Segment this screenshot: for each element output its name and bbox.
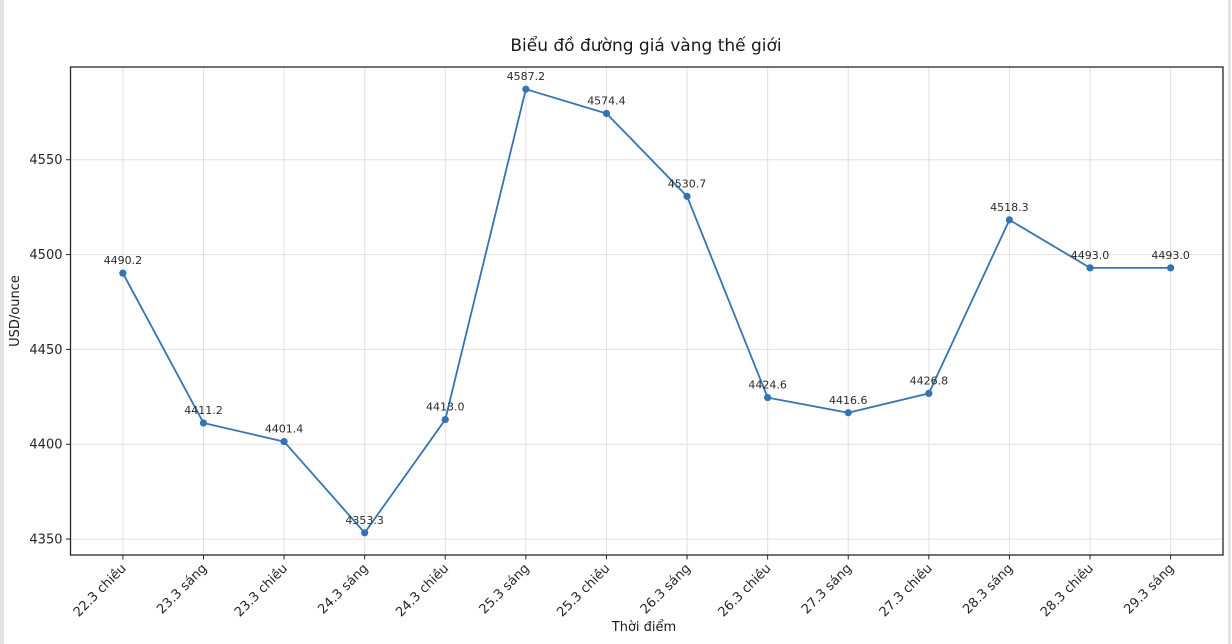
data-point <box>844 409 852 417</box>
data-point-label: 4411.2 <box>184 404 223 417</box>
y-tick-label: 4550 <box>29 153 62 168</box>
data-point-label: 4426.8 <box>910 374 949 387</box>
data-point <box>1167 264 1175 272</box>
price-line <box>121 88 1172 534</box>
data-point <box>361 529 369 537</box>
data-point-label: 4530.7 <box>668 177 707 190</box>
x-tick-label: 22.3 chiều <box>71 561 130 620</box>
data-point <box>764 393 772 402</box>
axes-spine <box>69 66 1224 556</box>
data-point-label: 4574.4 <box>587 94 626 107</box>
data-point-label: 4353.3 <box>345 514 384 527</box>
x-tick-label: 27.3 chiều <box>877 561 936 620</box>
data-point-label: 4518.3 <box>990 201 1029 214</box>
data-point <box>119 269 127 277</box>
x-tick-label: 29.3 sáng <box>1121 561 1177 617</box>
x-tick-label: 23.3 sáng <box>154 561 210 617</box>
data-point <box>925 389 933 398</box>
x-tick-label: 26.3 sáng <box>638 561 694 617</box>
line-series <box>119 85 1175 537</box>
data-point-label: 4416.6 <box>829 394 868 407</box>
data-point <box>602 109 611 118</box>
grid-layer <box>70 67 1223 555</box>
data-point <box>199 419 208 427</box>
x-tick-label: 23.3 chiều <box>232 561 291 620</box>
data-point <box>683 192 691 200</box>
x-tick-label: 24.3 sáng <box>315 561 371 617</box>
x-tick-label: 28.3 sáng <box>960 561 1016 617</box>
x-tick-label: 27.3 sáng <box>799 561 855 617</box>
data-point-label: 4490.2 <box>104 254 143 267</box>
data-point <box>441 415 449 424</box>
x-axis-label: Thời điểm <box>611 620 676 635</box>
window-border-right <box>1228 0 1231 644</box>
data-point-label: 4424.6 <box>748 379 787 392</box>
y-axis-label: USD/ounce <box>8 275 23 347</box>
window-border-left <box>0 0 4 644</box>
axes-layer: 4350 4400 4450 4500 4550 22.3 chiều 23.3 sáng 2… <box>29 66 1224 620</box>
data-point <box>1086 264 1094 272</box>
y-tick-label: 4400 <box>29 438 62 453</box>
data-point-label: 4413.0 <box>426 401 465 414</box>
data-point-label: 4493.0 <box>1151 249 1190 262</box>
x-tick-label: 25.3 sáng <box>477 561 533 617</box>
y-tick-label: 4350 <box>29 533 62 548</box>
x-tick-label: 24.3 chiều <box>393 561 452 620</box>
data-point-label: 4587.2 <box>507 70 546 83</box>
data-point <box>522 85 530 93</box>
x-tick-label: 25.3 chiều <box>554 561 613 620</box>
y-tick-label: 4500 <box>29 248 62 263</box>
data-point <box>280 437 288 446</box>
data-point-label: 4401.4 <box>265 423 304 436</box>
chart-title: Biểu đồ đường giá vàng thế giới <box>510 35 781 56</box>
data-point-label: 4493.0 <box>1071 249 1110 262</box>
data-point <box>1005 216 1014 224</box>
x-tick-label: 28.3 chiều <box>1038 561 1097 620</box>
y-tick-label: 4450 <box>29 343 62 358</box>
data-label-layer: 4490.2 4411.2 4401.4 4353.3 4413.0 4587.2 4574… <box>104 70 1190 527</box>
x-tick-label: 26.3 chiều <box>716 561 775 620</box>
